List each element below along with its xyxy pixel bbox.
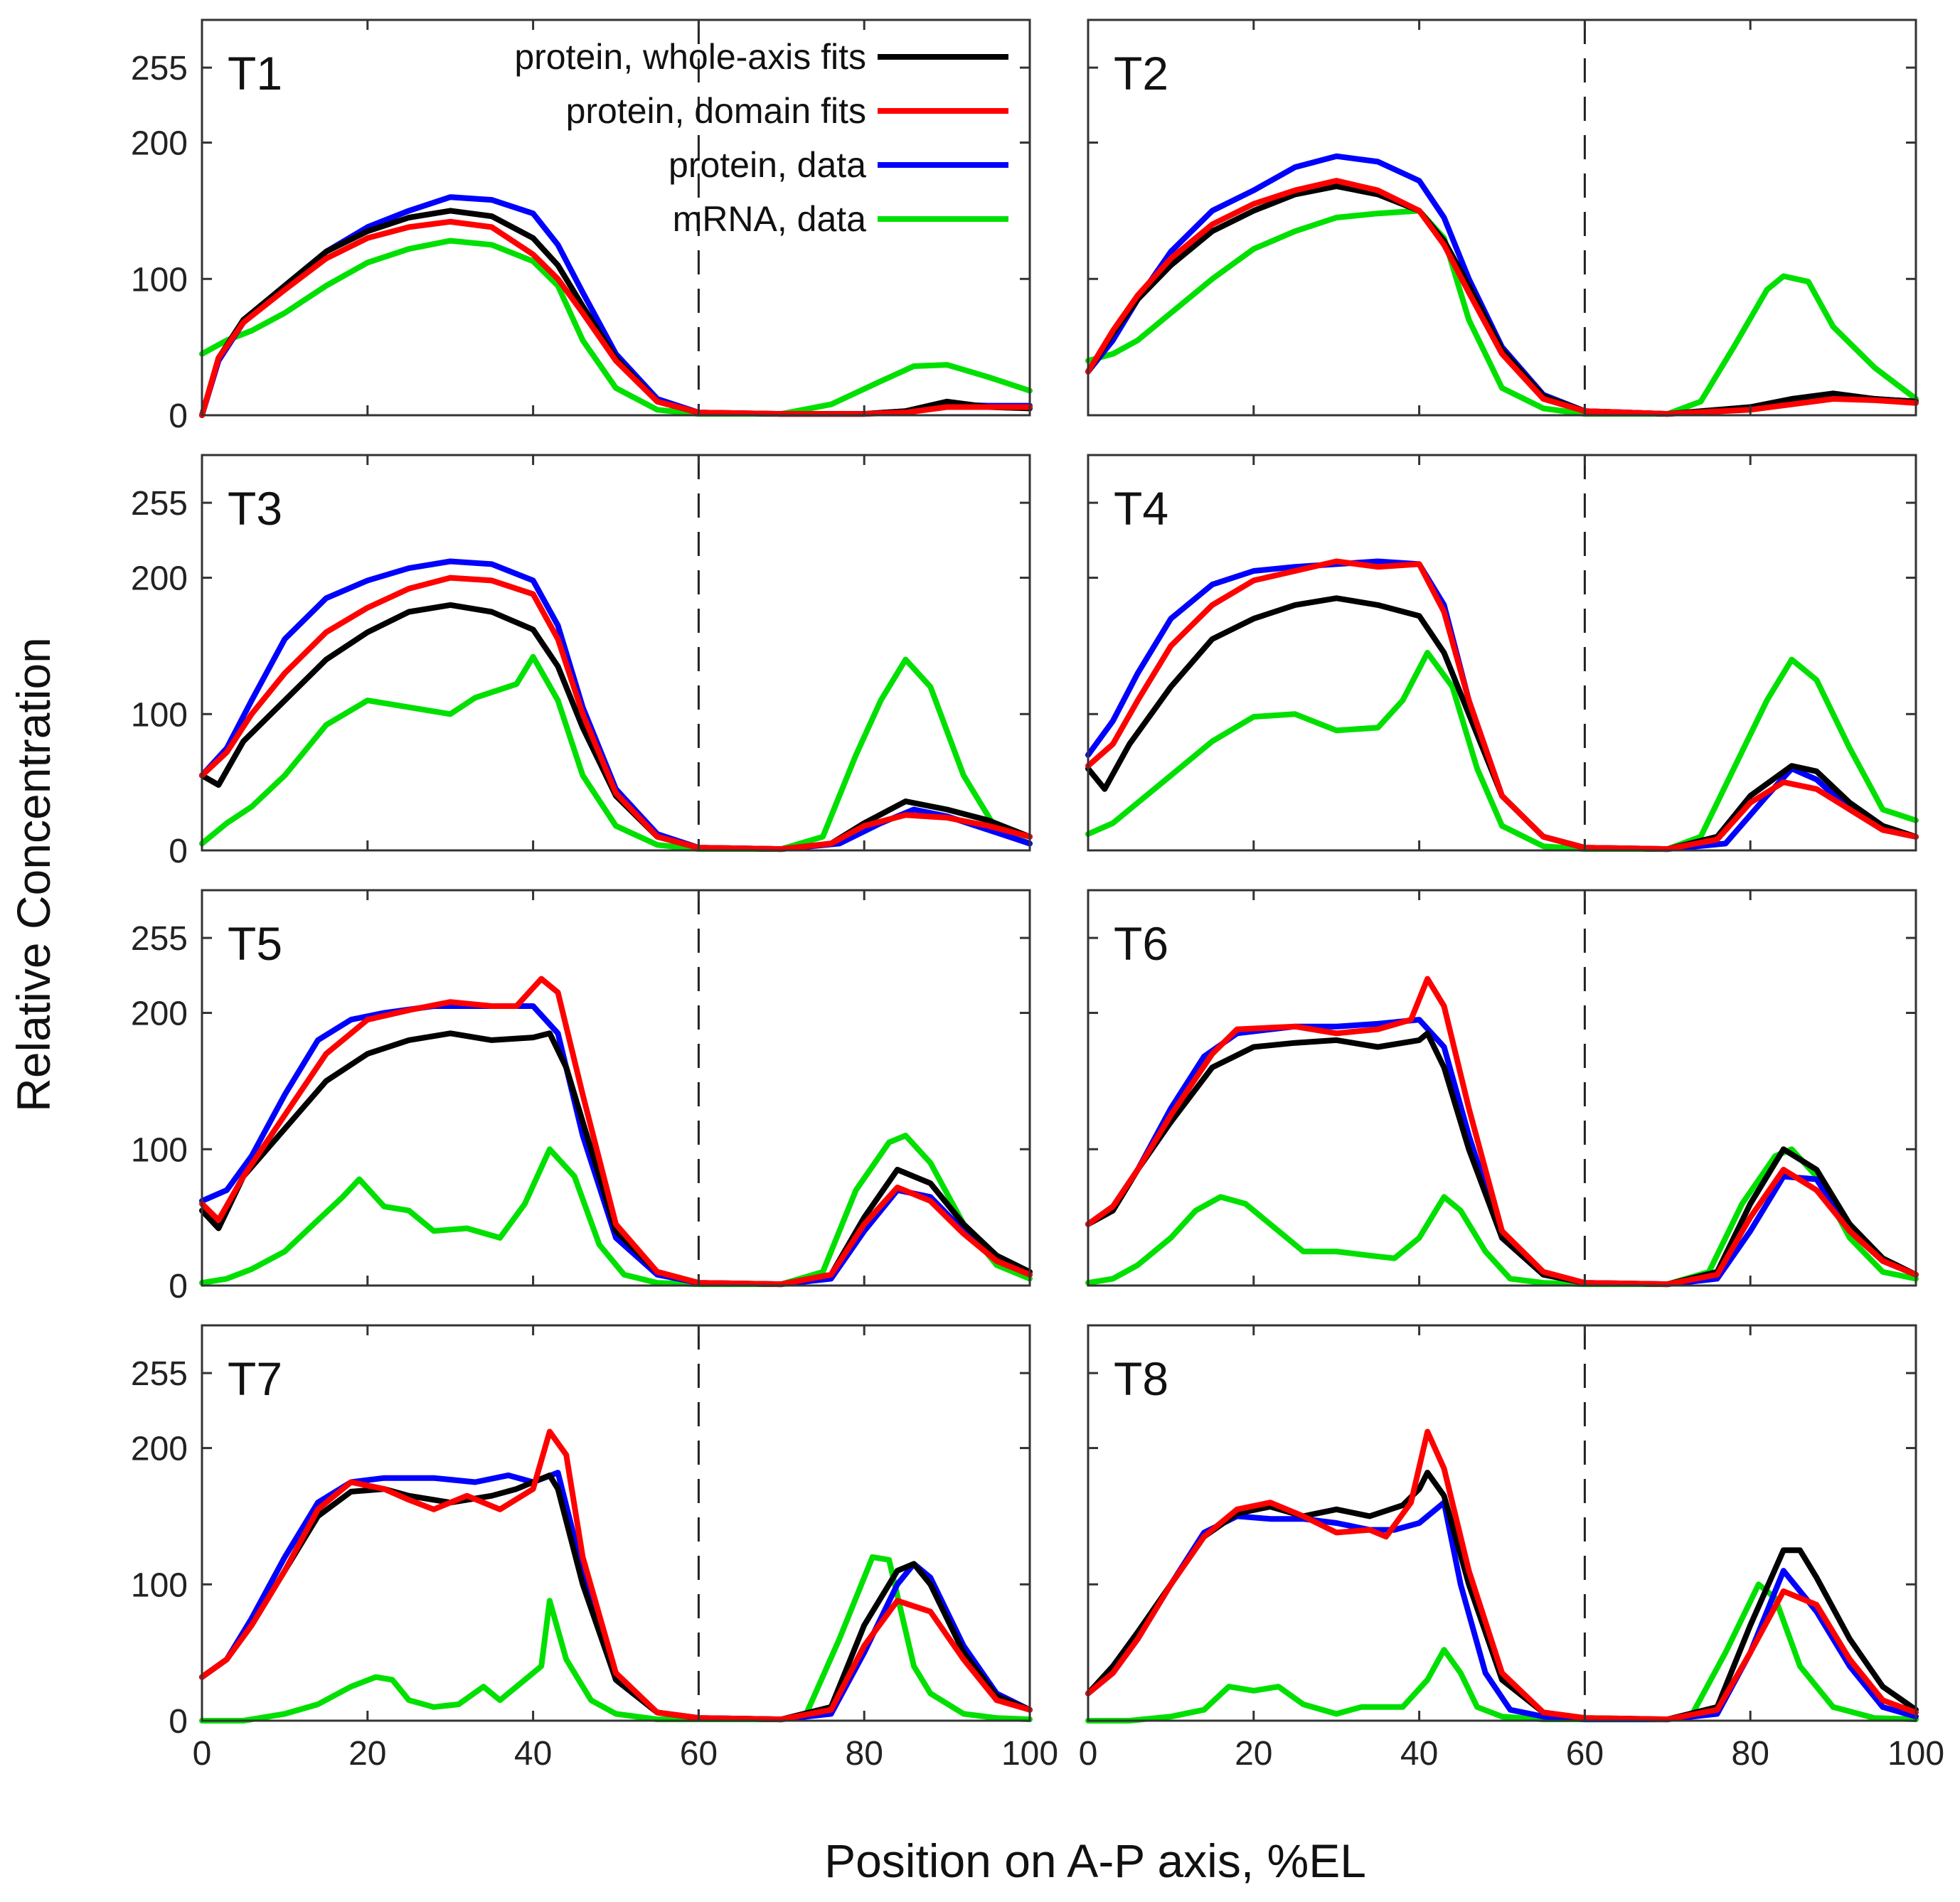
series-fit_domain-line	[1085, 1428, 1919, 1723]
series-mrna-line	[1085, 650, 1919, 853]
legend-label-fit_whole: protein, whole-axis fits	[514, 37, 866, 77]
x-tick-label: 20	[348, 1735, 386, 1773]
plot-frame	[1087, 18, 1917, 417]
panel-title: T5	[228, 917, 282, 970]
plot-frame	[201, 454, 1031, 852]
series-fit_whole-line	[1085, 595, 1919, 853]
series-fit_domain-line	[199, 976, 1033, 1288]
plot-frame	[201, 1324, 1031, 1722]
series-fit_domain-line	[1085, 178, 1919, 417]
y-tick-label: 0	[169, 833, 188, 870]
panel-title: T8	[1114, 1352, 1168, 1405]
panel-title: T6	[1114, 917, 1168, 970]
y-tick-label: 200	[131, 995, 188, 1033]
x-tick-label: 100	[1887, 1735, 1944, 1773]
series-fit_domain-line	[199, 575, 1033, 853]
y-tick-label: 100	[131, 696, 188, 734]
plot-frame	[1087, 889, 1917, 1287]
y-tick-label: 200	[131, 125, 188, 163]
y-tick-label: 255	[131, 50, 188, 87]
y-tick-label: 0	[169, 397, 188, 435]
series-mrna-line	[199, 653, 1033, 853]
panel-t3: 0 100 200 255 T3	[131, 454, 1033, 870]
x-tick-label: 0	[1079, 1735, 1098, 1773]
series-fit_whole-line	[1085, 183, 1919, 417]
series-mrna-line	[1085, 208, 1919, 417]
y-tick-label: 100	[131, 1131, 188, 1169]
x-tick-label: 20	[1235, 1735, 1272, 1773]
series-fit_domain-line	[199, 1428, 1033, 1723]
x-tick-label: 80	[1732, 1735, 1769, 1773]
series-fit_domain-line	[199, 218, 1033, 418]
plot-frame	[201, 889, 1031, 1287]
x-tick-label: 100	[1001, 1735, 1058, 1773]
panel-t2: T2	[1085, 18, 1919, 417]
series-mrna-line	[1085, 1146, 1919, 1288]
x-tick-label: 0	[193, 1735, 212, 1773]
series-mrna-line	[1085, 1581, 1919, 1724]
y-tick-label: 0	[169, 1703, 188, 1741]
plot-frame	[1087, 1324, 1917, 1722]
legend-label-protein: protein, data	[669, 145, 866, 185]
series-mrna-line	[199, 1554, 1033, 1724]
series-protein-line	[199, 1003, 1033, 1288]
x-tick-label: 40	[1400, 1735, 1438, 1773]
series-protein-line	[1085, 153, 1919, 417]
x-axis-title: Position on A-P axis, %EL	[824, 1834, 1366, 1887]
x-tick-label: 40	[514, 1735, 552, 1773]
y-tick-label: 100	[131, 261, 188, 299]
panel-t6: T6	[1085, 889, 1919, 1288]
y-tick-label: 100	[131, 1566, 188, 1604]
x-tick-label: 60	[680, 1735, 718, 1773]
x-tick-label: 80	[846, 1735, 883, 1773]
series-fit_whole-line	[199, 1030, 1033, 1288]
legend-label-mrna: mRNA, data	[673, 199, 867, 239]
series-protein-line	[199, 558, 1033, 853]
legend-label-fit_domain: protein, domain fits	[566, 91, 866, 131]
plot-frame	[201, 18, 1031, 417]
series-mrna-line	[199, 237, 1033, 417]
panel-t5: 0 100 200 255 T5	[131, 889, 1033, 1305]
panel-title: T1	[228, 47, 282, 100]
panel-t7: 0 100 200 255 0 20 40 60 80 100 T7	[131, 1324, 1058, 1773]
y-tick-label: 200	[131, 1431, 188, 1468]
y-tick-label: 255	[131, 920, 188, 958]
panel-t4: T4	[1085, 454, 1919, 853]
y-tick-label: 0	[169, 1268, 188, 1305]
series-fit_domain-line	[1085, 558, 1919, 853]
series-fit_domain-line	[1085, 976, 1919, 1288]
panel-title: T2	[1114, 47, 1168, 100]
series-protein-line	[199, 194, 1033, 418]
x-tick-label: 60	[1566, 1735, 1604, 1773]
panel-title: T7	[228, 1352, 282, 1405]
series-fit_whole-line	[1085, 1030, 1919, 1288]
legend: protein, whole-axis fits protein, domain …	[514, 37, 1008, 239]
y-tick-label: 255	[131, 1355, 188, 1393]
series-mrna-line	[199, 1133, 1033, 1288]
y-tick-label: 255	[131, 485, 188, 523]
series-fit_whole-line	[199, 602, 1033, 853]
plot-frame	[1087, 454, 1917, 852]
panel-title: T4	[1114, 482, 1168, 535]
series-fit_whole-line	[199, 1472, 1033, 1723]
series-protein-line	[1085, 1500, 1919, 1723]
y-tick-label: 200	[131, 560, 188, 598]
panel-t8: 0 20 40 60 80 100 T8	[1079, 1324, 1944, 1773]
y-axis-title: Relative Concentration	[7, 637, 60, 1112]
panel-title: T3	[228, 482, 282, 535]
